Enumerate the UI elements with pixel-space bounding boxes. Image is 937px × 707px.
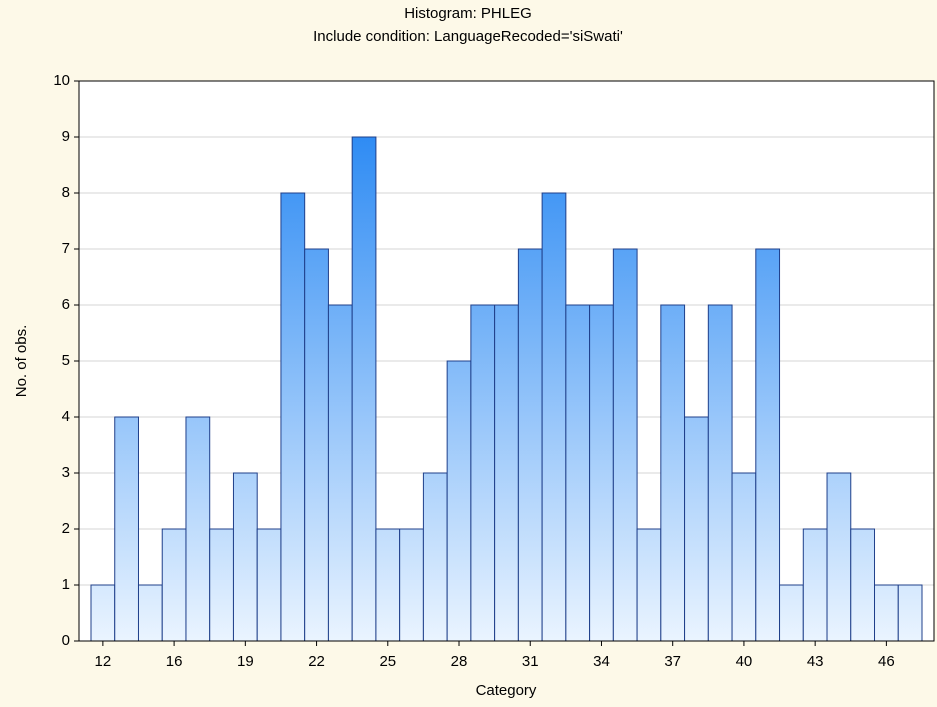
y-tick-label: 6	[62, 296, 70, 313]
x-tick-label: 46	[878, 653, 895, 670]
plot-frame	[78, 80, 935, 642]
y-tick-label: 10	[53, 72, 70, 89]
bar	[161, 528, 187, 642]
bar	[755, 248, 781, 642]
y-tick-label: 1	[62, 576, 70, 593]
y-axis-label: No. of obs.	[13, 325, 30, 398]
bar	[90, 584, 116, 642]
bar	[114, 416, 139, 642]
bar	[446, 360, 472, 642]
bar	[684, 416, 709, 642]
chart-subtitle: Include condition: LanguageRecoded='siSw…	[313, 28, 623, 45]
bar	[517, 248, 543, 642]
bar	[731, 472, 757, 642]
bar	[304, 248, 329, 642]
x-tick-label: 28	[451, 653, 468, 670]
y-tick-label: 4	[62, 408, 70, 425]
x-tick-label: 31	[522, 653, 539, 670]
bar	[232, 472, 258, 642]
bar	[565, 304, 591, 642]
bar	[137, 584, 163, 642]
x-tick-label: 16	[166, 653, 183, 670]
bar	[185, 416, 211, 642]
bar	[707, 304, 733, 642]
y-tick-label: 2	[62, 520, 70, 537]
bar	[541, 192, 567, 642]
bar	[351, 136, 377, 642]
chart-title: Histogram: PHLEG	[404, 5, 532, 22]
y-tick-label: 9	[62, 128, 70, 145]
bar	[850, 528, 876, 642]
bar	[280, 192, 306, 642]
bar	[494, 304, 519, 642]
bar	[826, 472, 852, 642]
bar	[327, 304, 353, 642]
y-tick-label: 5	[62, 352, 70, 369]
bar	[612, 248, 638, 642]
bar	[802, 528, 828, 642]
x-axis-label: Category	[476, 682, 537, 699]
bar	[470, 304, 496, 642]
x-tick-label: 19	[237, 653, 254, 670]
bar	[874, 584, 899, 642]
x-tick-label: 34	[593, 653, 610, 670]
y-tick-label: 0	[62, 632, 70, 649]
bar	[660, 304, 686, 642]
bar	[422, 472, 448, 642]
bar	[256, 528, 282, 642]
x-tick-label: 43	[807, 653, 824, 670]
bar	[897, 584, 923, 642]
x-tick-label: 22	[308, 653, 325, 670]
x-tick-label: 40	[736, 653, 753, 670]
x-tick-label: 25	[379, 653, 396, 670]
bar	[779, 584, 804, 642]
bar	[399, 528, 424, 642]
bar	[636, 528, 662, 642]
y-tick-label: 3	[62, 464, 70, 481]
bar	[375, 528, 401, 642]
bar	[589, 304, 614, 642]
y-tick-label: 7	[62, 240, 70, 257]
x-tick-label: 12	[95, 653, 112, 670]
x-tick-label: 37	[664, 653, 681, 670]
bar	[209, 528, 234, 642]
y-tick-label: 8	[62, 184, 70, 201]
